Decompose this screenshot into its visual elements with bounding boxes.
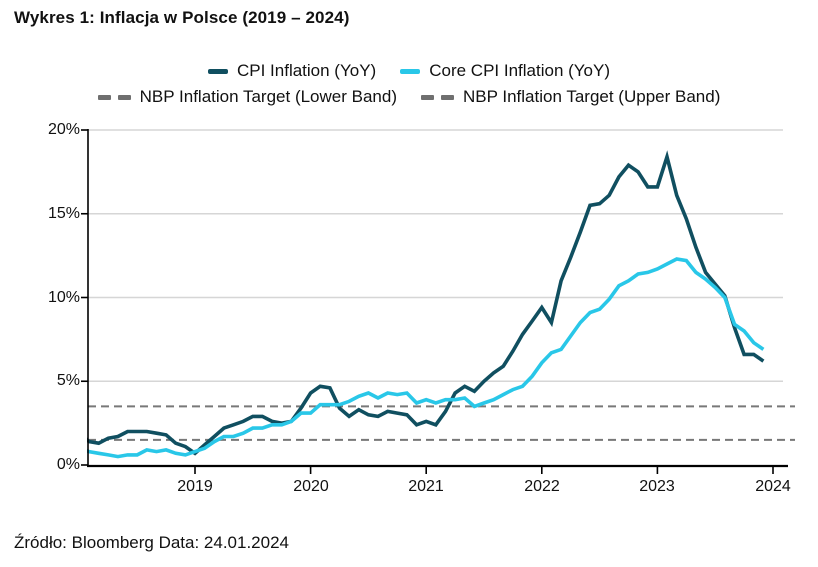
legend-label-target-lower: NBP Inflation Target (Lower Band)	[139, 87, 397, 106]
target-lines-group	[88, 405, 795, 441]
x-tick-label-2024: 2024	[755, 478, 791, 495]
x-tick-label-2019: 2019	[177, 478, 213, 495]
y-tick-label-10: 10%	[47, 289, 80, 306]
legend-item-target-upper: NBP Inflation Target (Upper Band)	[421, 87, 720, 107]
axes-group	[81, 129, 788, 474]
core-cpi-line-swatch	[400, 68, 421, 74]
page-title: Wykres 1: Inflacja w Polsce (2019 – 2024…	[14, 8, 350, 27]
legend-label-core-cpi: Core CPI Inflation (YoY)	[429, 61, 611, 80]
target-upper-dash-swatch	[421, 94, 454, 100]
y-tick-label-0: 0%	[56, 456, 80, 473]
cpi-line-swatch	[207, 68, 228, 74]
y-tick-label-15: 15%	[47, 205, 80, 222]
gridlines-group	[88, 129, 783, 382]
series-group	[87, 150, 765, 459]
x-tick-label-2022: 2022	[524, 478, 560, 495]
y-tick-label-20: 20%	[47, 121, 80, 138]
source-note: Źródło: Bloomberg Data: 24.01.2024	[14, 533, 290, 552]
x-tick-label-2020: 2020	[293, 478, 329, 495]
legend-row-1: CPI Inflation (YoY) Core CPI Inflation (…	[0, 61, 818, 81]
legend-label-target-upper: NBP Inflation Target (Upper Band)	[463, 87, 721, 106]
x-tick-label-2021: 2021	[408, 478, 444, 495]
x-tick-label-2023: 2023	[639, 478, 675, 495]
legend-item-cpi: CPI Inflation (YoY)	[207, 61, 377, 81]
legend-label-cpi: CPI Inflation (YoY)	[236, 61, 377, 80]
legend-item-core-cpi: Core CPI Inflation (YoY)	[400, 61, 610, 81]
y-tick-label-5: 5%	[56, 372, 80, 389]
target-lower-dash-swatch	[97, 94, 131, 100]
cpi-line	[87, 150, 765, 456]
legend-row-2: NBP Inflation Target (Lower Band) NBP In…	[0, 87, 818, 107]
legend-item-target-lower: NBP Inflation Target (Lower Band)	[97, 87, 397, 107]
core-cpi-line	[87, 257, 765, 459]
